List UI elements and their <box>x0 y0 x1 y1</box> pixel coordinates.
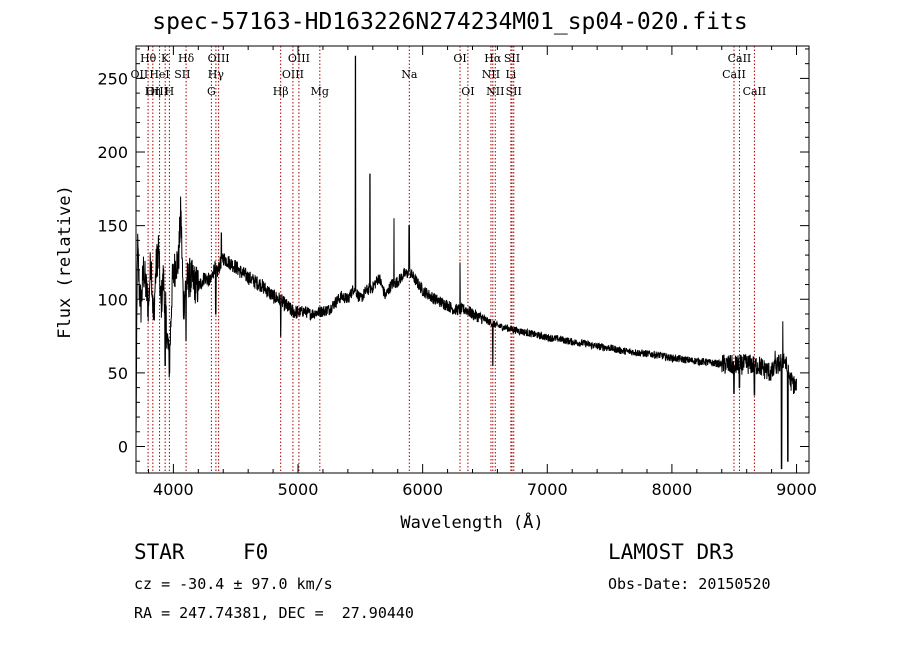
line-marker-label: G <box>207 85 216 98</box>
line-marker-label: H <box>165 85 175 98</box>
line-marker-label: Hδ <box>178 52 195 65</box>
x-axis-label: Wavelength (Å) <box>400 511 543 533</box>
line-marker-label: Hθ <box>140 52 157 65</box>
line-marker-label: SII <box>504 52 520 65</box>
line-marker-label: OIII <box>146 85 168 98</box>
line-marker-label: OI <box>453 52 466 65</box>
line-marker-label: OIII <box>288 52 310 65</box>
line-marker-label: K <box>161 52 170 65</box>
y-axis-label: Flux (relative) <box>55 185 75 339</box>
line-marker-label: Li <box>505 68 516 81</box>
line-marker-label: Hβ <box>273 85 289 98</box>
y-tick-label: 50 <box>108 364 128 383</box>
x-tick-label: 6000 <box>402 480 443 499</box>
y-tick-label: 0 <box>118 437 128 456</box>
line-marker-label: NII <box>486 85 504 98</box>
y-tick-label: 100 <box>97 290 128 309</box>
object-subclass: F0 <box>243 540 269 564</box>
redshift-value: cz = -30.4 ± 97.0 km/s <box>134 575 333 593</box>
line-marker-label: Hα <box>484 52 502 65</box>
line-marker-label: OII <box>131 68 149 81</box>
line-marker-label: Hγ <box>208 68 225 81</box>
line-marker-label: OI <box>461 85 474 98</box>
line-marker-label: NII <box>482 68 500 81</box>
y-tick-label: 150 <box>97 217 128 236</box>
tick-group: 4000 5000 6000 7000 8000 9000 0 50 100 150 200 250 <box>97 46 817 499</box>
line-marker-label: SII <box>174 68 190 81</box>
line-marker-label: OIII <box>208 52 230 65</box>
y-tick-label: 200 <box>97 143 128 162</box>
marker-label-group: Hθ OII OIII HeI K Hη SII H Hδ OIII Hγ G Hβ OIII OIII Mg… <box>131 52 767 98</box>
line-marker-label: Mg <box>311 85 329 98</box>
line-marker-group <box>147 46 755 473</box>
line-marker-label: OIII <box>282 68 304 81</box>
y-tick-label: 250 <box>97 69 128 88</box>
line-marker-label: Na <box>401 68 418 81</box>
spectrum-line <box>135 55 797 470</box>
x-tick-label: 5000 <box>278 480 319 499</box>
x-tick-label: 8000 <box>652 480 693 499</box>
line-marker-label: CaII <box>722 68 746 81</box>
line-marker-label: CaII <box>728 52 752 65</box>
observation-date: Obs-Date: 20150520 <box>608 575 771 593</box>
x-tick-label: 9000 <box>776 480 817 499</box>
line-marker-label: Hη <box>145 85 161 98</box>
x-tick-label: 7000 <box>527 480 568 499</box>
survey-name: LAMOST DR3 <box>608 540 735 564</box>
plot-frame <box>135 45 810 474</box>
axes-group <box>135 45 810 474</box>
line-marker-label: CaII <box>743 85 767 98</box>
line-marker-label: SII <box>506 85 522 98</box>
coordinates: RA = 247.74381, DEC = 27.90440 <box>134 604 414 622</box>
object-type: STAR <box>134 540 185 564</box>
chart-title: spec-57163-HD163226N274234M01_sp04-020.f… <box>152 9 748 35</box>
x-tick-label: 4000 <box>153 480 194 499</box>
line-marker-label: HeI <box>149 68 169 81</box>
spectrum-group <box>135 55 797 470</box>
